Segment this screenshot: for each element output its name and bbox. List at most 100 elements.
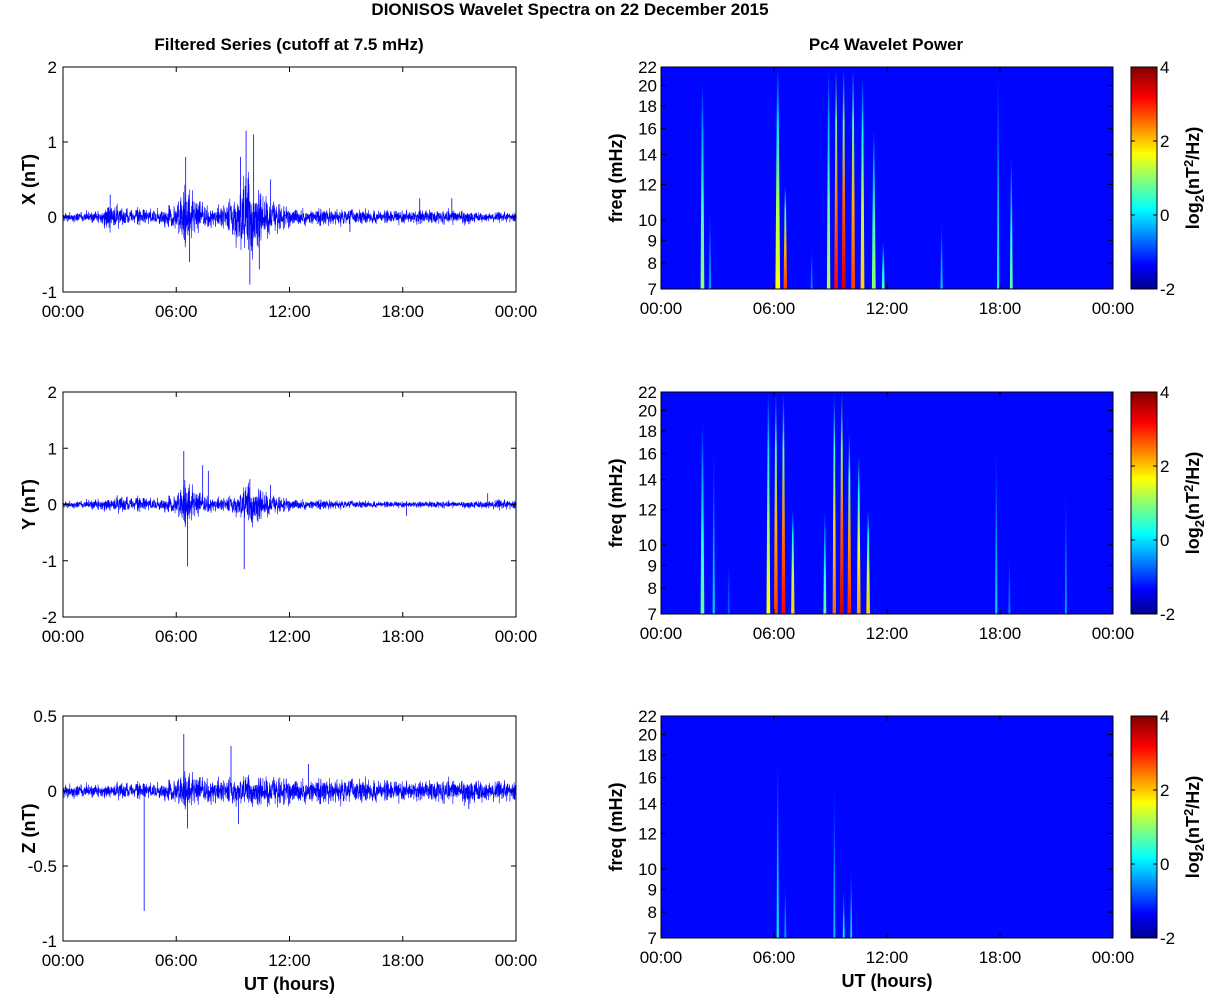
x-spectrum-y-tick-label: 7 bbox=[648, 280, 657, 299]
z-series-y-tick-label: 0.5 bbox=[33, 707, 57, 726]
x-spectrum-y-tick-label: 8 bbox=[648, 254, 657, 273]
z-spectrum-power-streak bbox=[784, 878, 787, 938]
z-spectrum-colorbar-tick-label: -2 bbox=[1160, 929, 1175, 948]
x-spectrum-y-tick-label: 22 bbox=[638, 58, 657, 77]
z-spectrum-y-tick-label: 8 bbox=[648, 903, 657, 922]
x-series-trace bbox=[63, 171, 516, 260]
x-spectrum-x-tick-label: 18:00 bbox=[979, 299, 1022, 318]
x-series-y-label: X (nT) bbox=[19, 154, 39, 205]
y-spectrum-power-streak bbox=[791, 509, 795, 614]
z-spectrum-y-tick-label: 18 bbox=[638, 746, 657, 765]
z-spectrum-colorbar-tick-label: 4 bbox=[1160, 707, 1169, 726]
x-spectrum-power-streak bbox=[851, 67, 855, 289]
x-spectrum-y-label: freq (mHz) bbox=[606, 133, 626, 222]
right-column-title: Pc4 Wavelet Power bbox=[809, 35, 964, 54]
z-spectrum-x-tick-label: 06:00 bbox=[753, 948, 796, 967]
y-series-x-tick-label: 12:00 bbox=[268, 627, 311, 646]
y-spectrum-power-streak bbox=[1064, 479, 1067, 614]
z-series-panel: -1 -0.5 0 0.5 Z (nT) 00:00 06:00 12:00 18:00 00:0… bbox=[19, 707, 537, 994]
x-spectrum-power-streak bbox=[783, 184, 787, 289]
x-spectrum-power-streak bbox=[810, 240, 813, 289]
x-spectrum-power-streak bbox=[1009, 154, 1013, 289]
z-spectrum-x-tick-label: 00:00 bbox=[1092, 948, 1135, 967]
z-spectrum-y-tick-label: 16 bbox=[638, 769, 657, 788]
y-series-trace bbox=[63, 480, 516, 528]
y-series-x-tick-label: 00:00 bbox=[495, 627, 538, 646]
x-spectrum-colorbar-tick-label: 4 bbox=[1160, 58, 1169, 77]
y-spectrum-y-tick-label: 22 bbox=[638, 383, 657, 402]
y-spectrum-power-streak bbox=[781, 392, 786, 614]
x-spectrum-power-streak bbox=[860, 76, 865, 289]
x-series-y-tick-label: 0 bbox=[48, 208, 57, 227]
z-spectrum-x-label: UT (hours) bbox=[842, 971, 933, 991]
y-spectrum-x-tick-label: 00:00 bbox=[640, 624, 683, 643]
z-spectrum-spectrum-background bbox=[661, 716, 1113, 938]
y-series-y-tick-label: -1 bbox=[42, 552, 57, 571]
x-series-panel: -1 0 1 2 X (nT) 00:00 06:00 12:00 18:00 00:00 bbox=[19, 58, 537, 321]
y-series-y-label: Y (nT) bbox=[19, 479, 39, 530]
y-spectrum-power-streak bbox=[832, 392, 836, 614]
y-spectrum-x-tick-label: 06:00 bbox=[753, 624, 796, 643]
x-series-x-tick-label: 12:00 bbox=[268, 302, 311, 321]
y-spectrum-colorbar bbox=[1130, 391, 1158, 615]
z-spectrum-y-tick-label: 10 bbox=[638, 860, 657, 879]
y-spectrum-colorbar-tick-label: -2 bbox=[1160, 605, 1175, 624]
x-spectrum-power-streak bbox=[997, 67, 1000, 289]
z-series-plot-area bbox=[63, 716, 516, 941]
z-series-y-tick-label: 0 bbox=[48, 782, 57, 801]
z-spectrum-colorbar-label: log2(nT2/Hz) bbox=[1181, 776, 1207, 878]
y-spectrum-colorbar-tick-label: 0 bbox=[1160, 531, 1169, 550]
x-series-x-tick-label: 06:00 bbox=[155, 302, 198, 321]
y-spectrum-y-tick-label: 12 bbox=[638, 501, 657, 520]
y-spectrum-power-streak bbox=[856, 453, 861, 614]
y-spectrum-power-streak bbox=[866, 509, 870, 614]
z-spectrum-power-streak bbox=[842, 889, 845, 938]
y-spectrum-colorbar-tick-label: 2 bbox=[1160, 457, 1169, 476]
y-spectrum-y-tick-label: 10 bbox=[638, 536, 657, 555]
y-series-x-tick-label: 00:00 bbox=[42, 627, 85, 646]
z-spectrum-y-tick-label: 9 bbox=[648, 880, 657, 899]
z-series-x-tick-label: 06:00 bbox=[155, 951, 198, 970]
x-spectrum-colorbar-tick-label: -2 bbox=[1160, 280, 1175, 299]
y-series-panel: -2 -1 0 1 2 Y (nT) 00:00 06:00 12:00 18:00 00:00 bbox=[19, 383, 537, 646]
z-series-trace bbox=[63, 771, 516, 810]
y-spectrum-x-tick-label: 18:00 bbox=[979, 624, 1022, 643]
y-spectrum-colorbar-label: log2(nT2/Hz) bbox=[1181, 452, 1207, 554]
x-spectrum-power-streak bbox=[841, 67, 846, 289]
x-spectrum-power-streak bbox=[775, 67, 781, 289]
z-series-x-tick-label: 18:00 bbox=[381, 951, 424, 970]
x-spectrum-colorbar bbox=[1130, 66, 1158, 290]
y-spectrum-power-streak bbox=[847, 430, 852, 614]
x-spectrum-power-streak bbox=[826, 67, 831, 289]
y-spectrum-power-streak bbox=[766, 392, 771, 614]
y-spectrum-y-tick-label: 9 bbox=[648, 556, 657, 575]
x-spectrum-y-tick-label: 10 bbox=[638, 211, 657, 230]
y-spectrum-x-tick-label: 00:00 bbox=[1092, 624, 1135, 643]
z-spectrum-colorbar bbox=[1130, 715, 1158, 939]
x-spectrum-colorbar-tick-label: 2 bbox=[1160, 132, 1169, 151]
z-series-x-tick-label: 12:00 bbox=[268, 951, 311, 970]
x-spectrum-y-tick-label: 14 bbox=[638, 146, 657, 165]
x-spectrum-spectrum-background bbox=[661, 67, 1113, 289]
y-spectrum-power-streak bbox=[1008, 544, 1011, 614]
z-spectrum-x-tick-label: 00:00 bbox=[640, 948, 683, 967]
x-series-x-tick-label: 00:00 bbox=[495, 302, 538, 321]
y-series-y-tick-label: 2 bbox=[48, 383, 57, 402]
x-series-y-tick-label: 2 bbox=[48, 58, 57, 77]
x-spectrum-y-tick-label: 9 bbox=[648, 231, 657, 250]
y-spectrum-colorbar-tick-label: 4 bbox=[1160, 383, 1169, 402]
x-spectrum-power-streak bbox=[940, 219, 943, 289]
z-spectrum-y-tick-label: 7 bbox=[648, 929, 657, 948]
y-series-x-tick-label: 18:00 bbox=[381, 627, 424, 646]
x-spectrum-y-tick-label: 20 bbox=[638, 76, 657, 95]
x-series-y-tick-label: 1 bbox=[48, 133, 57, 152]
y-spectrum-y-tick-label: 8 bbox=[648, 579, 657, 598]
z-spectrum-colorbar-tick-label: 2 bbox=[1160, 781, 1169, 800]
y-spectrum-power-streak bbox=[712, 442, 715, 614]
y-spectrum-spectrum-background bbox=[661, 392, 1113, 614]
x-spectrum-power-streak bbox=[700, 80, 705, 289]
y-series-y-tick-label: 1 bbox=[48, 439, 57, 458]
